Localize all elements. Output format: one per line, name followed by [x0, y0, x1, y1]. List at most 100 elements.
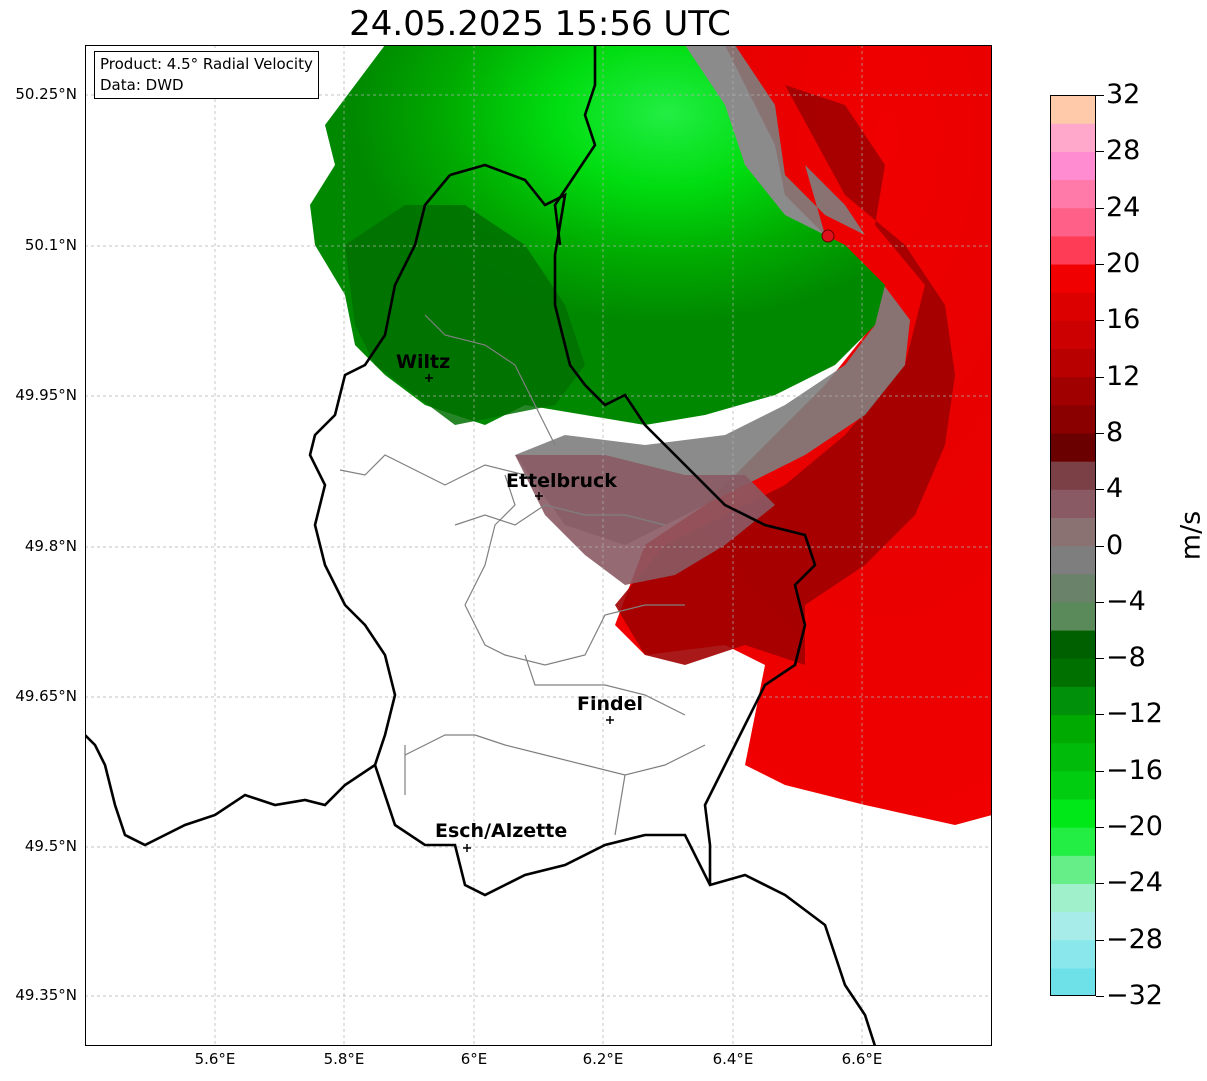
map-gridlines: [85, 45, 992, 1046]
colorbar-segment: [1050, 292, 1096, 321]
colorbar-unit-label: m/s: [1175, 510, 1207, 561]
colorbar-tick-label: −20: [1106, 811, 1163, 843]
colorbar-segment: [1050, 545, 1096, 575]
lon-tick-label: 6.6°E: [841, 1050, 883, 1068]
colorbar-segment: [1050, 967, 1096, 996]
dark-red-band: [615, 85, 955, 665]
colorbar-segment: [1050, 263, 1096, 293]
velocity-colorbar: [1050, 95, 1096, 996]
dark-green-area: [345, 205, 585, 425]
radar-map: Wiltz Ettelbruck Findel Esch/Alzette: [85, 45, 992, 1046]
colorbar-tick: [1096, 320, 1104, 322]
national-borders: [85, 45, 877, 1046]
colorbar-segment: [1050, 207, 1096, 237]
colorbar-segment: [1050, 517, 1096, 547]
city-label-wiltz: Wiltz: [396, 351, 451, 373]
colorbar-outline: [1050, 95, 1096, 996]
colorbar-segment: [1050, 489, 1096, 518]
lon-tick-label: 6.4°E: [712, 1050, 754, 1068]
colorbar-segment: [1050, 404, 1096, 434]
colorbar-tick: [1096, 432, 1104, 434]
colorbar-segment: [1050, 179, 1096, 209]
colorbar-segment: [1050, 235, 1096, 265]
city-markers: [425, 374, 614, 852]
map-title: 24.05.2025 15:56 UTC: [349, 4, 731, 44]
colorbar-segment: [1050, 714, 1096, 744]
colorbar-tick-label: −32: [1106, 980, 1163, 1011]
data-source-label: Data: DWD: [100, 76, 184, 94]
colorbar-segment: [1050, 95, 1096, 124]
colorbar-tick-label: −24: [1106, 867, 1163, 899]
colorbar-tick-label: −16: [1106, 754, 1163, 786]
colorbar-tick: [1096, 545, 1104, 547]
colorbar-segment: [1050, 601, 1096, 631]
colorbar-tick-label: −4: [1106, 585, 1146, 617]
colorbar-tick: [1096, 939, 1104, 941]
colorbar-tick: [1096, 883, 1104, 885]
colorbar-segment: [1050, 376, 1096, 406]
colorbar-tick-label: 4: [1106, 473, 1124, 505]
colorbar-tick-label: −12: [1106, 698, 1163, 730]
colorbar-tick: [1096, 489, 1104, 491]
colorbar-segment: [1050, 770, 1096, 800]
colorbar-tick-label: −28: [1106, 923, 1163, 955]
city-label-findel: Findel: [577, 693, 644, 715]
colorbar-tick-label: 28: [1106, 135, 1141, 167]
colorbar-segment: [1050, 151, 1096, 181]
colorbar-segment: [1050, 629, 1096, 659]
colorbar-tick-label: 8: [1106, 416, 1124, 448]
colorbar-segment: [1050, 686, 1096, 716]
colorbar-segment: [1050, 939, 1096, 969]
lat-tick-label: 50.25°N: [15, 85, 77, 103]
colorbar-segment: [1050, 432, 1096, 462]
colorbar-tick-label: 32: [1106, 79, 1141, 110]
city-label-ettelbruck: Ettelbruck: [506, 470, 617, 492]
product-info-box: Product: 4.5° Radial Velocity Data: DWD: [94, 51, 319, 99]
product-label: Product: 4.5° Radial Velocity: [100, 55, 313, 73]
colorbar-tick: [1096, 827, 1104, 829]
colorbar-tick: [1096, 376, 1104, 378]
colorbar-segment: [1050, 123, 1096, 152]
colorbar-tick: [1096, 996, 1104, 997]
lat-tick-label: 49.95°N: [15, 386, 77, 404]
colorbar-tick-label: 12: [1106, 360, 1141, 392]
colorbar-segment: [1050, 742, 1096, 772]
colorbar-tick: [1096, 207, 1104, 209]
colorbar-segment: [1050, 798, 1096, 828]
colorbar-tick: [1096, 151, 1104, 153]
colorbar-tick-label: 24: [1106, 191, 1141, 223]
radar-layer: [85, 45, 992, 1046]
colorbar-tick-label: 20: [1106, 247, 1141, 279]
colorbar-tick: [1096, 770, 1104, 772]
colorbar-tick-label: 0: [1106, 529, 1124, 561]
lat-tick-label: 50.1°N: [24, 236, 77, 254]
colorbar-tick: [1096, 601, 1104, 603]
zero-velocity-band: [515, 45, 910, 545]
colorbar-tick: [1096, 658, 1104, 660]
colorbar-segment: [1050, 827, 1096, 856]
colorbar-segment: [1050, 320, 1096, 350]
lon-tick-label: 5.8°E: [323, 1050, 365, 1068]
lon-tick-label: 5.6°E: [194, 1050, 236, 1068]
lon-tick-label: 6.2°E: [582, 1050, 624, 1068]
lon-tick-label: 6°E: [460, 1050, 488, 1068]
lat-tick-label: 49.5°N: [24, 837, 77, 855]
colorbar-segment: [1050, 348, 1096, 378]
colorbar-tick-label: 16: [1106, 304, 1141, 336]
colorbar-segment: [1050, 461, 1096, 490]
colorbar-tick-label: −8: [1106, 642, 1146, 674]
city-label-esch-alzette: Esch/Alzette: [435, 820, 568, 842]
lat-tick-label: 49.35°N: [15, 986, 77, 1004]
colorbar-tick: [1096, 714, 1104, 716]
canton-borders: [339, 314, 706, 836]
colorbar-segment: [1050, 883, 1096, 913]
colorbar-tick: [1096, 263, 1104, 265]
colorbar-segment: [1050, 573, 1096, 603]
lat-tick-label: 49.65°N: [15, 687, 77, 705]
radar-site-marker: [821, 229, 835, 243]
lat-tick-label: 49.8°N: [24, 537, 77, 555]
colorbar-tick: [1096, 95, 1104, 96]
colorbar-segment: [1050, 658, 1096, 687]
colorbar-segment: [1050, 855, 1096, 884]
colorbar-segment: [1050, 911, 1096, 941]
